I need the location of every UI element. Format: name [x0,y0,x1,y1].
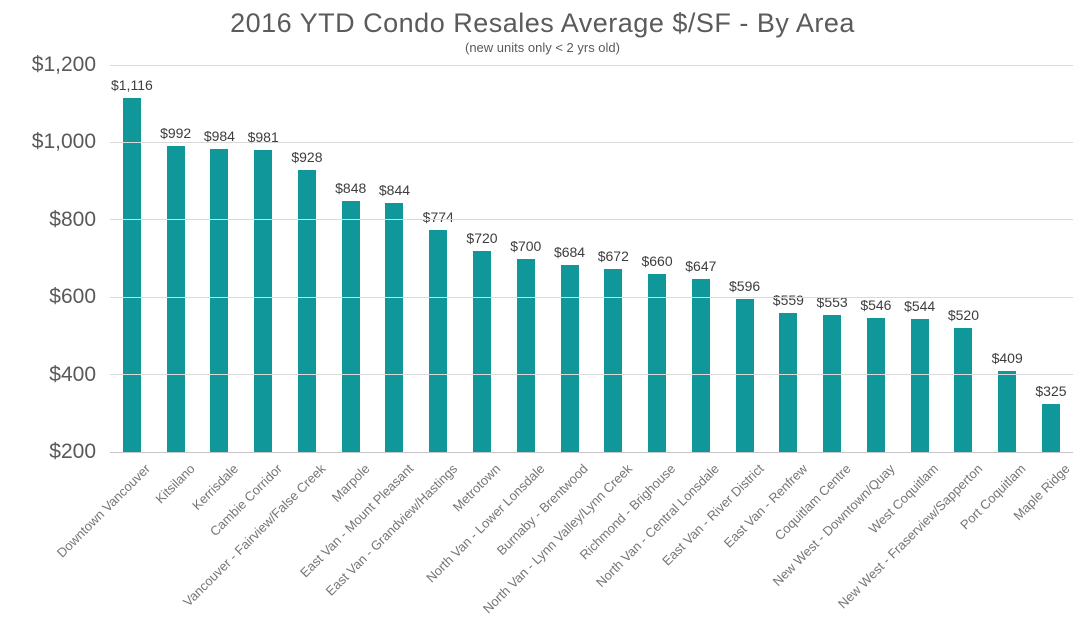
bar-slot: $774 East Van - Grandview/Hastings [322,65,460,599]
y-tick-label-600: $600 [49,285,96,309]
bar-value-label: $774 [422,208,454,225]
bars-row: $1,116 Downtown Vancouver $992 Kitsilano $98… [54,65,1073,617]
bar-slot: $409 Port Coquitlam [957,65,1029,532]
x-category-label: Marpole [328,461,373,505]
bar-value-label: $544 [904,297,936,314]
bar-slot: $1,116 Downtown Vancouver [54,65,154,561]
gridline-600 [110,296,1073,298]
bar-slot: $672 North Van - Lynn Valley/Lynn Creek [480,65,635,616]
bar-slot: $844 East Van - Mount Pleasant [297,65,417,580]
gridline-400 [110,374,1073,376]
bar-slot: $596 East Van - River District [659,65,767,569]
bar-value-label: $647 [685,258,717,275]
bar-value-label: $559 [772,292,804,309]
x-category-label: Coquitlam Centre [771,461,854,544]
bar-slot: $559 East Van - Renfrew [720,65,810,551]
bar-slot: $984 Kerrisdale [189,65,242,513]
bar-slot: $848 Marpole [329,65,373,505]
gridline-1200 [110,64,1073,66]
bar: $1,116 [111,77,153,452]
bar-slot: $520 New West - Fraserview/Sapperton [835,65,986,611]
gridline-800 [110,219,1073,221]
bar: $774 [423,209,454,452]
bar-value-label: $700 [510,237,542,254]
y-tick-label-200: $200 [49,440,96,463]
bar-value-label: $1,116 [110,76,153,93]
bar-value-label: $981 [247,128,279,145]
bar-value-label: $520 [947,307,979,324]
bar-slot: $720 Metrotown [450,65,504,515]
bar: $684 [554,244,585,452]
bar: $546 [860,297,891,452]
bar-value-label: $928 [291,149,323,166]
bar: $672 [598,248,629,452]
bar-slot: $546 New West - Downtown/Quay [770,65,898,589]
bar-slot: $700 North Van - Lower Lonsdale [423,65,548,586]
bar: $981 [248,129,279,452]
bar-slot: $684 Burnaby - Brentwood [494,65,592,558]
bar: $992 [160,125,191,452]
bar-slot: $981 Cambie Corridor [207,65,285,539]
bar: $848 [335,180,366,452]
bar-slot: $992 Kitsilano [152,65,198,507]
bar: $928 [291,149,323,452]
bar: $660 [641,253,673,452]
bar-value-label: $848 [335,180,367,197]
x-category-label: Downtown Vancouver [54,461,154,561]
bar-slot: $660 Richmond - Brighouse [577,65,679,563]
gridline-200 [110,451,1073,453]
bar: $700 [510,238,541,452]
bar-value-label: $660 [641,252,673,269]
bar-slot: $647 North Van - Central Lonsdale [593,65,723,590]
bar-value-label: $984 [203,127,235,144]
bar-value-label: $844 [378,181,411,198]
bar: $647 [685,258,716,452]
bar: $520 [948,307,979,452]
chart-title: 2016 YTD Condo Resales Average $/SF - By… [230,8,855,38]
plot-area: $1,116 Downtown Vancouver $992 Kitsilano $98… [54,64,1073,617]
bar-value-label: $553 [816,294,848,311]
bar-value-label: $596 [729,277,761,294]
bar-slot: $553 Coquitlam Centre [772,65,854,543]
bar: $596 [729,278,760,452]
bar-slot: $544 West Coquitlam [866,65,942,536]
bar: $559 [773,292,804,452]
bar-slot: $325 Maple Ridge [1010,65,1073,524]
y-tick-label-1000: $1,000 [31,130,96,154]
bar: $720 [466,230,498,452]
bar: $544 [904,298,935,452]
bar-value-label: $992 [160,124,192,141]
bar: $409 [992,350,1023,452]
bar-value-label: $684 [553,243,586,260]
y-tick-label-800: $800 [49,207,96,231]
bar-value-label: $720 [466,229,498,246]
y-tick-label-400: $400 [49,362,96,386]
bar-value-label: $546 [860,297,892,314]
bar: $984 [204,128,235,452]
bar: $844 [379,182,410,452]
bar: $325 [1035,383,1067,452]
y-tick-label-1200: $1,200 [31,53,96,76]
y-axis: $200 $400 $600 $800 $1,000 $1,200 [0,53,96,463]
bar-slot: $928 Vancouver - Fairview/False Creek [180,65,329,609]
chart-subtitle: (new units only < 2 yrs old) [465,40,620,55]
bar-value-label: $672 [597,248,629,265]
bar: $553 [817,294,848,452]
gridline-1000 [110,141,1073,143]
bar-value-label: $409 [991,350,1023,367]
bar-value-label: $325 [1035,382,1067,399]
